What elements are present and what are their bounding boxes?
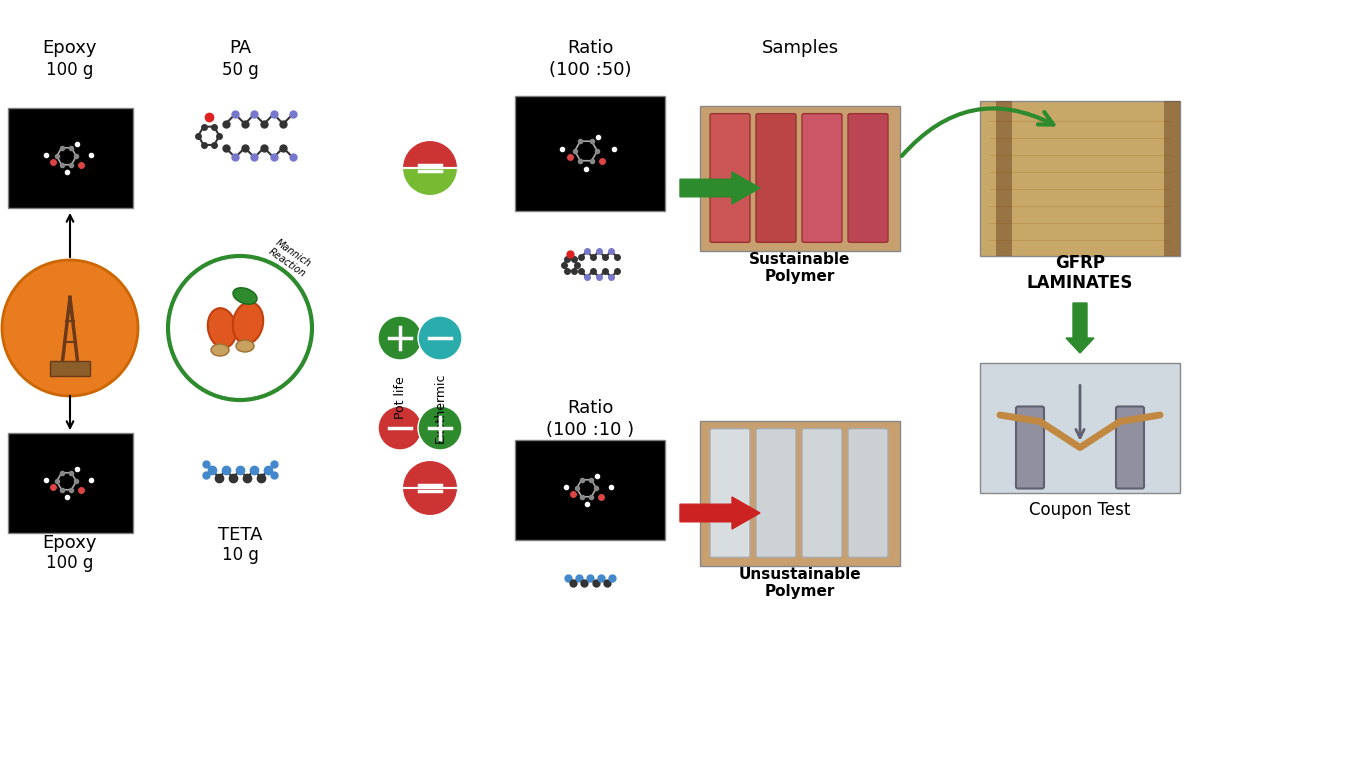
Wedge shape: [402, 488, 458, 516]
FancyBboxPatch shape: [979, 363, 1180, 493]
Text: Samples: Samples: [761, 39, 839, 57]
Text: PA: PA: [229, 39, 251, 57]
FancyBboxPatch shape: [7, 108, 133, 208]
FancyBboxPatch shape: [848, 114, 888, 243]
FancyArrow shape: [1065, 303, 1094, 353]
Circle shape: [418, 316, 462, 360]
Text: Coupon Test: Coupon Test: [1030, 501, 1131, 519]
FancyBboxPatch shape: [848, 429, 888, 558]
FancyArrow shape: [680, 172, 759, 204]
Text: Unsustainable
Polymer: Unsustainable Polymer: [739, 567, 862, 599]
FancyBboxPatch shape: [699, 105, 900, 250]
Circle shape: [418, 406, 462, 450]
Wedge shape: [402, 140, 458, 168]
Ellipse shape: [236, 340, 254, 352]
FancyBboxPatch shape: [1116, 406, 1143, 488]
Text: 50 g: 50 g: [221, 61, 258, 79]
FancyBboxPatch shape: [979, 101, 1180, 256]
Text: GFRP
LAMINATES: GFRP LAMINATES: [1027, 253, 1134, 293]
Text: 100 g: 100 g: [46, 554, 94, 572]
Text: (100 :10 ): (100 :10 ): [546, 421, 634, 439]
Ellipse shape: [210, 344, 229, 356]
Text: TETA: TETA: [217, 526, 262, 544]
Circle shape: [168, 256, 311, 400]
FancyBboxPatch shape: [710, 114, 750, 243]
Circle shape: [1, 260, 138, 396]
FancyBboxPatch shape: [515, 440, 665, 540]
FancyBboxPatch shape: [7, 433, 133, 533]
Ellipse shape: [232, 302, 264, 344]
Text: Exothermic: Exothermic: [433, 372, 447, 443]
FancyBboxPatch shape: [755, 429, 796, 558]
Ellipse shape: [234, 288, 257, 304]
Text: Ratio: Ratio: [567, 399, 613, 417]
FancyBboxPatch shape: [1016, 406, 1044, 488]
FancyBboxPatch shape: [755, 114, 796, 243]
FancyBboxPatch shape: [802, 429, 841, 558]
FancyBboxPatch shape: [710, 429, 750, 558]
Circle shape: [378, 316, 422, 360]
Text: Epoxy: Epoxy: [42, 534, 97, 552]
Text: Pot life: Pot life: [393, 376, 407, 419]
Text: 100 g: 100 g: [46, 61, 94, 79]
Wedge shape: [402, 460, 458, 488]
FancyBboxPatch shape: [699, 421, 900, 565]
Text: Ratio: Ratio: [567, 39, 613, 57]
FancyArrow shape: [680, 497, 759, 529]
Text: Mannich
Reaction: Mannich Reaction: [266, 237, 314, 279]
Text: Sustainable
Polymer: Sustainable Polymer: [750, 252, 851, 284]
Wedge shape: [402, 168, 458, 196]
Circle shape: [378, 406, 422, 450]
FancyBboxPatch shape: [802, 114, 841, 243]
Text: 10 g: 10 g: [221, 546, 258, 564]
Text: Epoxy: Epoxy: [42, 39, 97, 57]
FancyBboxPatch shape: [996, 101, 1012, 256]
Text: (100 :50): (100 :50): [549, 61, 631, 79]
FancyBboxPatch shape: [515, 95, 665, 210]
Ellipse shape: [208, 308, 236, 348]
FancyBboxPatch shape: [1164, 101, 1180, 256]
FancyBboxPatch shape: [51, 361, 90, 376]
